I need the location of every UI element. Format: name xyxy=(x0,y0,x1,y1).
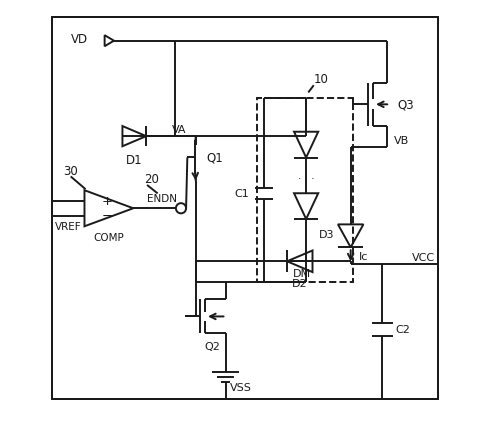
Text: 10: 10 xyxy=(313,73,328,86)
Text: VB: VB xyxy=(393,136,409,146)
Text: 30: 30 xyxy=(63,164,78,177)
Text: Q2: Q2 xyxy=(204,341,220,351)
Text: Q1: Q1 xyxy=(206,152,223,164)
Text: D3: D3 xyxy=(318,229,334,239)
Text: VA: VA xyxy=(171,124,186,134)
Text: C2: C2 xyxy=(394,325,409,334)
Text: DM: DM xyxy=(292,268,310,279)
Text: . . .: . . . xyxy=(297,171,314,181)
Text: VSS: VSS xyxy=(229,383,251,392)
Text: VCC: VCC xyxy=(411,252,435,262)
Text: COMP: COMP xyxy=(93,233,124,242)
Text: D2: D2 xyxy=(291,279,307,289)
Text: Ic: Ic xyxy=(359,251,368,261)
Text: VREF: VREF xyxy=(55,222,81,232)
Text: VD: VD xyxy=(71,33,88,46)
Text: D1: D1 xyxy=(126,154,142,167)
Text: C1: C1 xyxy=(234,189,249,199)
Text: −: − xyxy=(101,210,112,223)
Text: +: + xyxy=(101,195,112,207)
Text: Q3: Q3 xyxy=(396,98,413,112)
Text: 20: 20 xyxy=(144,173,158,186)
Text: ENDN: ENDN xyxy=(147,193,176,203)
